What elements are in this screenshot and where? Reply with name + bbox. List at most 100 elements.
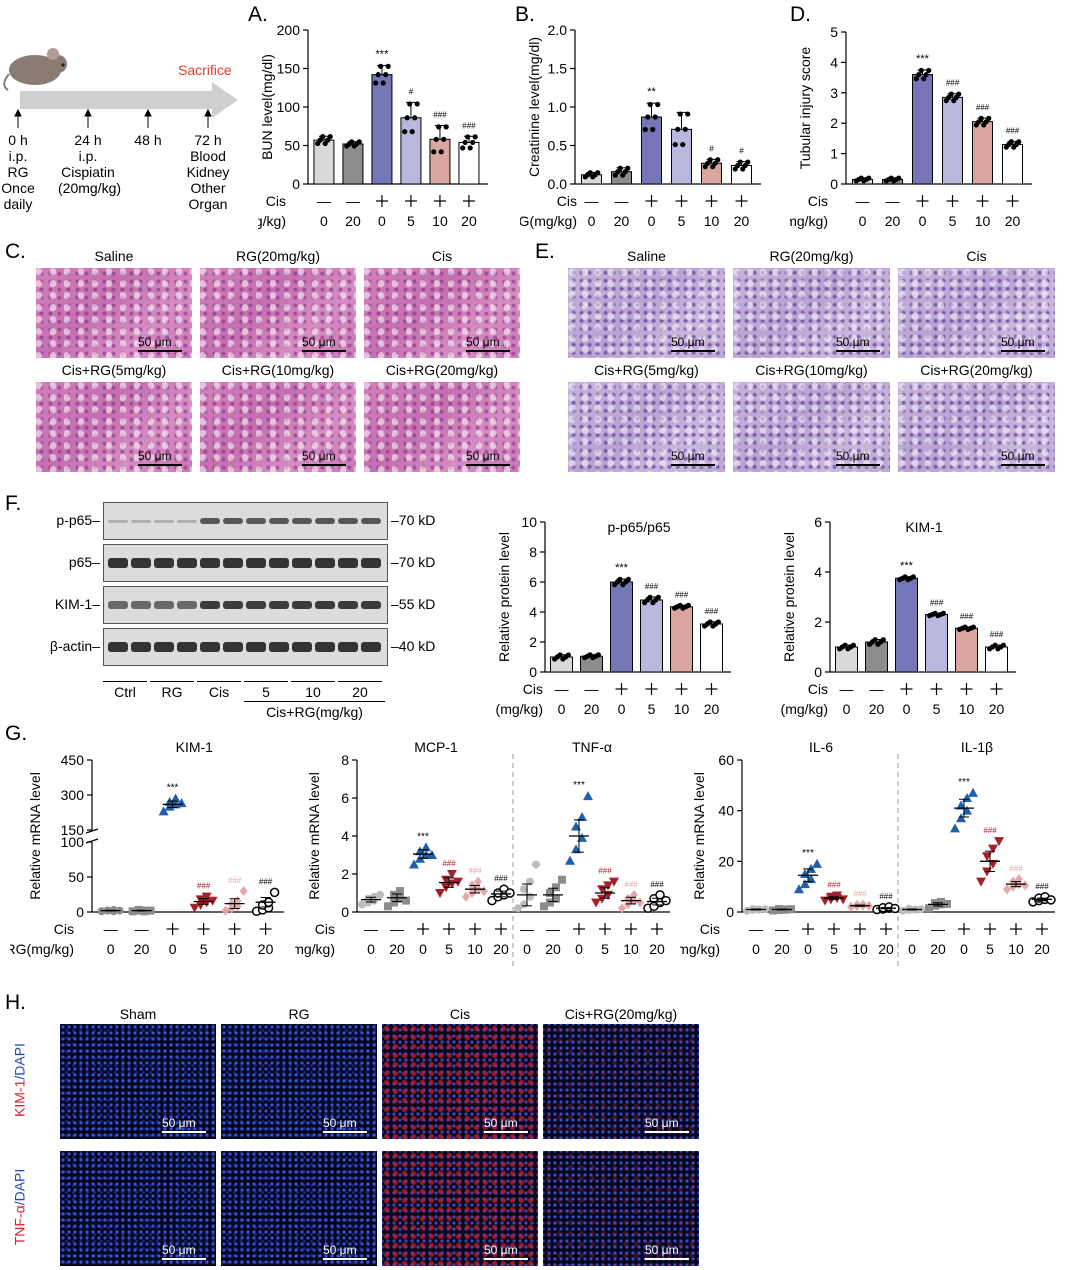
data-point <box>441 136 447 142</box>
y-tick-label: 4 <box>341 828 349 844</box>
data-point <box>745 159 751 165</box>
y-tick-label: 0.5 <box>548 138 568 154</box>
y-tick-label: 1 <box>830 146 838 162</box>
data-point <box>421 842 431 852</box>
significance-label: *** <box>900 560 914 572</box>
y-tick-label: 450 <box>61 752 85 768</box>
wb-lane-label: 20 <box>338 681 382 700</box>
if-marker-text: TNF-α <box>11 1204 28 1245</box>
wb-band <box>177 601 197 609</box>
rg-dose-label: 5 <box>830 941 838 957</box>
wb-band <box>200 601 220 609</box>
data-point <box>540 902 548 911</box>
wb-kd-label: –70 kD <box>391 554 436 570</box>
if-panel: Sham RG Cis Cis+RG(20mg/kg) KIM-1/DAPI 50 μm 5… <box>12 1000 1060 1268</box>
timeline-point-72h: 72 h Blood Kidney Other Organ <box>170 132 246 212</box>
scale-bar: 50 μm <box>645 1243 689 1260</box>
y-tick-label: 4 <box>814 564 822 580</box>
wb-row-label: KIM-1– <box>54 596 100 612</box>
data-point <box>872 637 878 643</box>
wb-band <box>200 518 220 524</box>
sacrifice-label: Sacrifice <box>178 62 232 78</box>
timeline-note: daily <box>3 196 33 212</box>
data-point <box>327 134 333 140</box>
data-point <box>375 72 381 78</box>
panel-letter-f: F. <box>5 492 22 515</box>
rg-dose-label: 0 <box>320 213 328 229</box>
wb-band <box>269 642 289 652</box>
bar <box>972 121 993 185</box>
bar <box>400 117 422 185</box>
significance-label: ### <box>960 612 974 621</box>
y-axis-label: Relative mRNA level <box>27 772 43 900</box>
wb-band <box>292 558 312 568</box>
if-marker-text: KIM-1 <box>11 1079 28 1117</box>
significance-label: ** <box>647 86 656 98</box>
he-tile-label: Cis+RG(20mg/kg) <box>385 362 499 378</box>
chart-title-left: MCP-1 <box>414 739 458 755</box>
cis-minus-mark: — <box>346 193 360 209</box>
y-axis-label: Relative protein level <box>496 532 512 662</box>
significance-label: ### <box>1035 882 1049 891</box>
axis-break <box>85 838 99 844</box>
if-image: 50 μm <box>60 1151 216 1266</box>
rg-row-label: RG(mg/kg) <box>495 701 543 717</box>
significance-label: ### <box>705 607 719 616</box>
scale-bar-label: 50 μm <box>466 449 500 463</box>
data-point <box>396 894 404 903</box>
data-point <box>986 115 992 121</box>
y-tick-label: 300 <box>61 787 85 803</box>
data-point <box>647 594 653 600</box>
scale-bar: 50 μm <box>671 335 715 352</box>
data-point <box>443 124 449 130</box>
rg-dose-label: 10 <box>623 941 639 957</box>
if-image: 50 μm <box>221 1151 377 1266</box>
chart-title: p-p65/p65 <box>607 519 670 535</box>
data-point <box>743 906 751 915</box>
cis-row-label: Cis <box>315 921 335 937</box>
bar <box>912 74 933 185</box>
data-point <box>1021 880 1029 891</box>
significance-label: # <box>709 144 714 153</box>
rg-dose-label: 0 <box>107 941 115 957</box>
he-tile-image: 50 μm <box>364 382 520 472</box>
data-point <box>402 129 408 135</box>
data-point <box>842 642 848 648</box>
scale-bar: 50 μm <box>302 335 346 352</box>
chart-title: KIM-1 <box>176 739 214 755</box>
data-point <box>577 812 587 821</box>
rg-dose-label: 5 <box>648 701 656 717</box>
if-image: 50 μm <box>221 1024 377 1139</box>
data-point <box>921 76 927 82</box>
wb-band <box>292 642 312 652</box>
cis-minus-mark: — <box>546 921 560 937</box>
rg-dose-label: 20 <box>493 941 509 957</box>
wb-band <box>338 642 358 652</box>
rg-dose-label: 10 <box>467 941 483 957</box>
cis-minus-mark: — <box>104 921 118 937</box>
scale-bar-line <box>466 464 510 466</box>
data-point <box>195 895 206 905</box>
data-point <box>715 157 721 163</box>
significance-label: ### <box>468 867 482 876</box>
bar <box>429 138 451 185</box>
wb-band <box>108 519 128 523</box>
y-tick-label: 50 <box>284 138 300 154</box>
y-axis-label: Relative mRNA level <box>306 772 322 900</box>
he-tile-image: 50 μm <box>364 268 520 358</box>
scale-bar: 50 μm <box>466 449 510 466</box>
rg-dose-label: 0 <box>169 941 177 957</box>
wb-strip <box>103 544 388 582</box>
timeline-arrow <box>20 82 238 118</box>
if-row-label: TNF-α/DAPI <box>12 1149 28 1264</box>
wb-band <box>131 558 151 568</box>
wb-band <box>246 558 266 568</box>
data-point <box>128 907 137 916</box>
cis-minus-mark: — <box>840 681 854 697</box>
rg-dose-label: 5 <box>678 213 686 229</box>
y-tick-label: 2 <box>830 115 838 131</box>
y-tick-label: 6 <box>529 574 537 590</box>
scale-bar-line <box>484 1131 528 1133</box>
data-point <box>390 898 398 907</box>
y-tick-label: 20 <box>718 853 734 869</box>
